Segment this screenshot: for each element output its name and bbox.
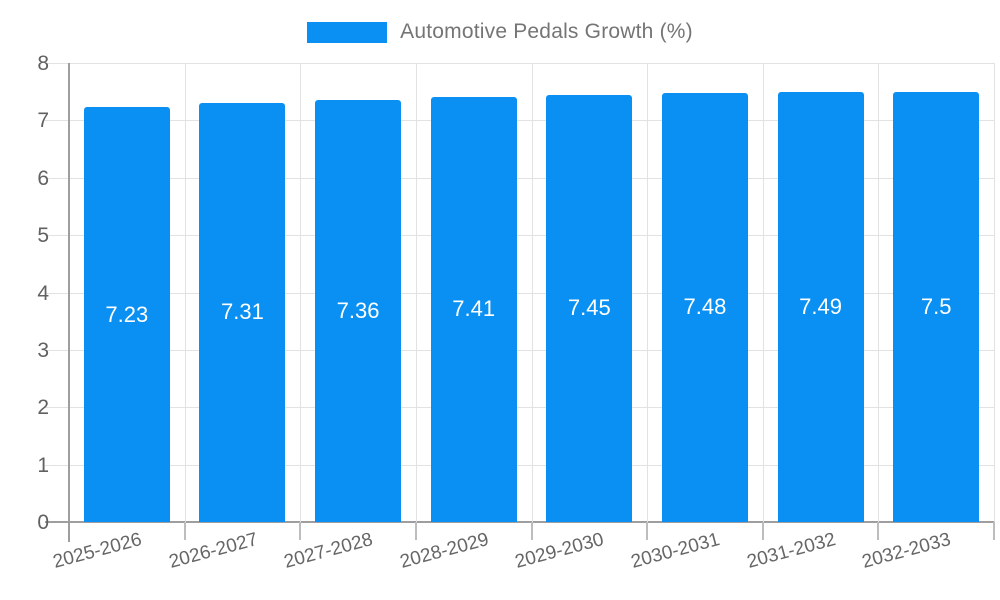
- y-gridline: [45, 292, 994, 294]
- y-axis-line: [68, 63, 70, 542]
- y-axis-label: 7: [37, 109, 49, 133]
- x-axis-tick: [993, 522, 995, 540]
- bar-value-label: 7.41: [452, 296, 496, 322]
- y-axis-label: 3: [37, 338, 49, 362]
- bar-value-label: 7.49: [799, 294, 842, 320]
- legend-swatch: [307, 21, 388, 43]
- legend[interactable]: Automotive Pedals Growth (%): [0, 20, 1000, 44]
- bar-value-label: 7.48: [683, 294, 727, 320]
- y-axis-label: 5: [37, 224, 49, 248]
- x-gridline: [300, 63, 302, 522]
- x-axis-label: 2029-2030: [513, 529, 607, 573]
- x-axis-label: 2025-2026: [50, 529, 144, 573]
- x-axis-label: 2032-2033: [860, 529, 954, 573]
- x-gridline: [647, 63, 649, 522]
- y-gridline: [45, 464, 994, 466]
- bar-value-label: 7.23: [105, 301, 149, 327]
- y-axis-label: 4: [37, 281, 49, 305]
- bar-value-label: 7.36: [336, 297, 380, 323]
- x-axis-tick: [646, 522, 649, 540]
- y-gridline: [45, 235, 994, 237]
- x-axis-tick: [299, 522, 302, 540]
- x-axis-label: 2028-2029: [397, 529, 491, 573]
- y-gridline: [45, 63, 994, 64]
- bar[interactable]: [546, 94, 633, 522]
- x-gridline: [184, 63, 186, 522]
- plot-area: 0 1 2 3 4 5 6 7 8 7.23 7.31 7.36 7.41 7.45 7.48 7.49 7.5: [37, 53, 995, 542]
- bar-value-label: 7.5: [920, 293, 952, 319]
- y-gridline: [45, 177, 994, 179]
- x-axis-tick: [530, 522, 533, 540]
- x-axis-tick: [414, 522, 417, 540]
- x-axis-label: 2026-2027: [166, 529, 260, 573]
- bar-value-label: 7.31: [221, 299, 264, 325]
- x-axis-label: 2030-2031: [628, 529, 723, 573]
- y-axis-label: 6: [37, 166, 49, 190]
- x-gridline: [994, 63, 995, 522]
- y-axis-label: 0: [37, 511, 49, 534]
- bar[interactable]: [83, 107, 170, 522]
- bar[interactable]: [430, 96, 517, 522]
- x-axis-tick: [183, 522, 186, 540]
- x-gridline: [531, 63, 533, 522]
- y-gridline: [45, 120, 994, 122]
- y-axis-label: 1: [37, 453, 49, 477]
- x-gridline: [762, 63, 764, 522]
- legend-label: Automotive Pedals Growth (%): [400, 20, 693, 43]
- y-gridline: [45, 407, 994, 409]
- bar-value-label: 7.45: [567, 295, 611, 321]
- x-axis-label: 2027-2028: [282, 529, 376, 573]
- x-gridline: [878, 63, 880, 522]
- bar[interactable]: [777, 92, 864, 522]
- bar[interactable]: [661, 92, 748, 522]
- x-axis-label: 2031-2032: [744, 529, 838, 573]
- y-gridline: [45, 349, 994, 351]
- x-gridline: [415, 63, 417, 522]
- bar[interactable]: [315, 99, 402, 522]
- x-axis-tick: [877, 522, 880, 540]
- bar[interactable]: [893, 91, 980, 522]
- x-axis-line: [45, 521, 994, 523]
- y-axis-label: 8: [37, 52, 49, 75]
- y-axis-label: 2: [37, 396, 49, 420]
- bar[interactable]: [199, 102, 286, 522]
- x-axis-tick: [761, 522, 764, 540]
